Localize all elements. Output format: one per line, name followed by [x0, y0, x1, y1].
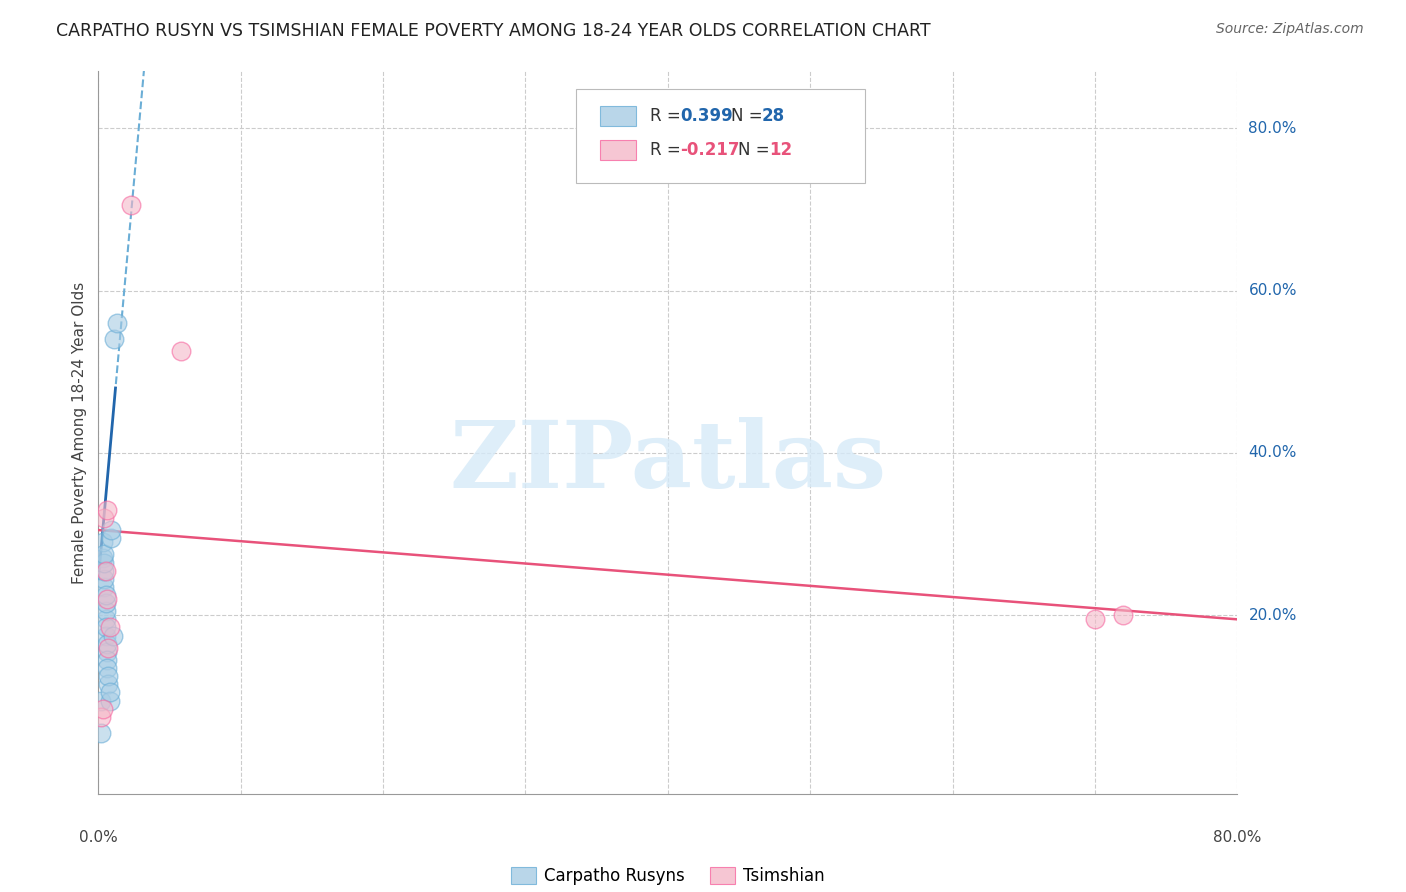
- Point: [93, 511, 115, 525]
- Point: [97, 677, 120, 691]
- Point: [94, 604, 117, 618]
- Text: Source: ZipAtlas.com: Source: ZipAtlas.com: [1216, 22, 1364, 37]
- Point: [94, 588, 117, 602]
- Point: [96, 592, 118, 607]
- Point: [96, 645, 118, 659]
- Point: [93, 548, 115, 562]
- Text: CARPATHO RUSYN VS TSIMSHIAN FEMALE POVERTY AMONG 18-24 YEAR OLDS CORRELATION CHA: CARPATHO RUSYN VS TSIMSHIAN FEMALE POVER…: [56, 22, 931, 40]
- Point: [94, 612, 117, 626]
- Point: [103, 332, 125, 346]
- Point: [98, 685, 121, 699]
- Point: [98, 693, 121, 707]
- Point: [91, 551, 114, 566]
- Text: N =: N =: [731, 107, 768, 125]
- Point: [101, 629, 124, 643]
- Point: [96, 661, 118, 675]
- Point: [91, 701, 114, 715]
- Point: [94, 596, 117, 610]
- Point: [91, 535, 114, 549]
- Text: 28: 28: [762, 107, 785, 125]
- Point: [1112, 608, 1135, 623]
- Text: 80.0%: 80.0%: [1213, 830, 1261, 846]
- Point: [94, 564, 117, 578]
- Legend: Carpatho Rusyns, Tsimshian: Carpatho Rusyns, Tsimshian: [505, 860, 831, 891]
- Point: [100, 531, 122, 545]
- Text: 40.0%: 40.0%: [1249, 445, 1296, 460]
- Text: 60.0%: 60.0%: [1249, 283, 1296, 298]
- Point: [93, 572, 115, 586]
- Point: [90, 710, 112, 724]
- Point: [98, 620, 121, 634]
- Point: [1084, 612, 1107, 626]
- Point: [94, 629, 117, 643]
- Text: 0.399: 0.399: [681, 107, 734, 125]
- Point: [97, 640, 120, 655]
- Y-axis label: Female Poverty Among 18-24 Year Olds: Female Poverty Among 18-24 Year Olds: [72, 282, 87, 583]
- Text: R =: R =: [650, 107, 686, 125]
- Point: [170, 344, 193, 359]
- Text: ZIPatlas: ZIPatlas: [450, 417, 886, 507]
- Point: [90, 726, 112, 740]
- Text: 80.0%: 80.0%: [1249, 120, 1296, 136]
- Point: [93, 564, 115, 578]
- Point: [93, 580, 115, 594]
- Point: [120, 198, 142, 212]
- Point: [96, 637, 118, 651]
- Point: [93, 556, 115, 570]
- Text: 20.0%: 20.0%: [1249, 607, 1296, 623]
- Text: 12: 12: [769, 141, 792, 159]
- Point: [97, 669, 120, 683]
- Text: 0.0%: 0.0%: [79, 830, 118, 846]
- Text: N =: N =: [738, 141, 775, 159]
- Text: R =: R =: [650, 141, 686, 159]
- Point: [96, 653, 118, 667]
- Text: -0.217: -0.217: [681, 141, 740, 159]
- Point: [94, 620, 117, 634]
- Point: [96, 502, 118, 516]
- Point: [105, 316, 128, 330]
- Point: [100, 523, 122, 537]
- Point: [90, 693, 112, 707]
